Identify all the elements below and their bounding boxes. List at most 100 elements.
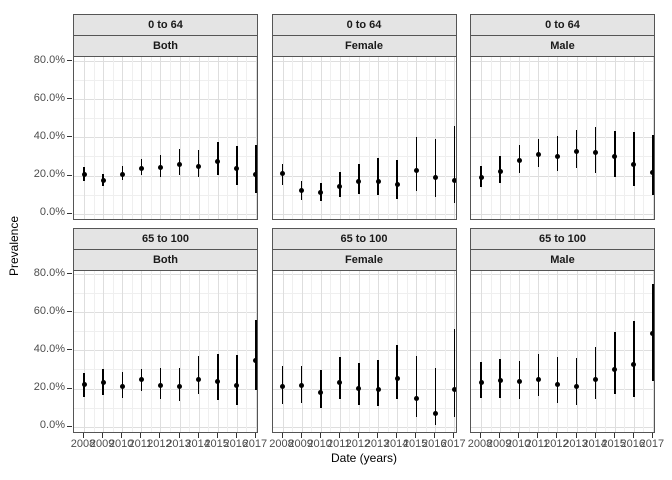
gridline-major [378,57,379,219]
facet-strip-age: 65 to 100 [271,228,457,250]
x-tick-mark [415,433,417,438]
error-bar [594,126,597,173]
gridline-minor [272,118,456,120]
gridline-minor [74,293,257,295]
x-tick-label: 2015 [204,438,229,450]
data-point [535,376,541,382]
gridline-minor [272,407,456,409]
gridline-major [538,271,540,432]
x-tick-mark [102,433,104,438]
y-tick-label: 20.0% [33,168,65,180]
gridline-minor [93,57,95,219]
x-tick-mark [453,433,455,438]
gridline-minor [74,369,257,371]
data-point [535,152,541,157]
x-tick-mark [281,433,283,438]
facet-strip-age: 65 to 100 [470,228,655,250]
data-point [650,170,654,176]
x-tick-mark [575,433,577,438]
gridline-minor [444,57,446,219]
gridline-major [272,99,456,101]
gridline-major [272,388,456,390]
data-point [394,375,400,381]
gridline-major [272,213,456,215]
y-tick-label: 20.0% [33,381,65,393]
gridline-major [272,312,456,314]
data-point [432,410,438,416]
gridline-minor [471,118,654,120]
x-tick-mark [377,433,378,438]
gridline-minor [624,271,626,432]
data-point [196,163,202,169]
gridline-minor [311,57,313,219]
y-tick-mark [67,273,72,274]
data-point [318,389,324,395]
gridline-minor [330,57,332,219]
y-tick-label: 60.0% [33,304,65,317]
error-bar [633,131,635,186]
error-bar [556,357,559,403]
gridline-minor [471,80,654,82]
gridline-major [301,271,303,432]
data-point [177,384,182,390]
data-point [574,149,579,155]
gridline-major [74,388,257,390]
x-tick-mark [594,433,596,438]
error-bar [358,362,360,405]
data-point [612,153,618,159]
x-tick-label: 2010 [307,438,332,450]
gridline-major [339,271,341,432]
data-point [177,161,182,167]
gridline-major [471,99,654,101]
y-tick-label: 80.0% [33,266,65,279]
x-tick-label: 2008 [70,438,96,450]
gridline-minor [425,271,427,432]
x-tick-mark [178,433,180,438]
gridline-major [576,271,578,432]
facet-panel [271,270,457,433]
x-tick-mark [197,433,199,438]
gridline-minor [509,57,511,219]
x-tick-label: 2012 [147,438,172,450]
gridline-minor [387,57,389,219]
gridline-major [236,271,238,432]
facet-panel [470,270,655,433]
gridline-major [74,61,257,62]
gridline-major [217,271,219,432]
data-point [650,330,654,336]
facet-strip-sex: Female [271,249,457,271]
data-point [119,172,125,178]
x-tick-label: 2014 [383,438,409,450]
gridline-major [435,271,437,432]
x-tick-mark [357,433,359,438]
facet-strip-sex: Both [73,249,258,271]
error-bar [434,367,437,425]
facet-strip-age: 0 to 64 [271,14,457,36]
x-tick-label: 2011 [326,438,351,450]
gridline-minor [444,271,446,432]
gridline-major [471,213,654,215]
gridline-major [481,57,482,219]
data-point [253,358,257,364]
gridline-minor [74,194,257,196]
x-tick-mark [518,433,520,438]
data-point [157,165,163,171]
gridline-major [339,57,341,219]
x-tick-mark [338,433,340,438]
gridline-major [141,57,143,219]
x-tick-mark [480,433,481,438]
gridline-minor [208,57,210,219]
y-tick-mark [67,311,72,313]
gridline-minor [189,57,190,219]
gridline-minor [208,271,210,432]
x-tick-mark [235,433,237,438]
gridline-minor [567,57,568,219]
y-tick-label: 40.0% [33,342,65,355]
gridline-minor [387,271,389,432]
error-bar [236,355,238,405]
gridline-minor [292,57,294,219]
gridline-major [320,57,322,219]
x-tick-label: 2009 [486,438,512,450]
data-point [516,157,522,163]
